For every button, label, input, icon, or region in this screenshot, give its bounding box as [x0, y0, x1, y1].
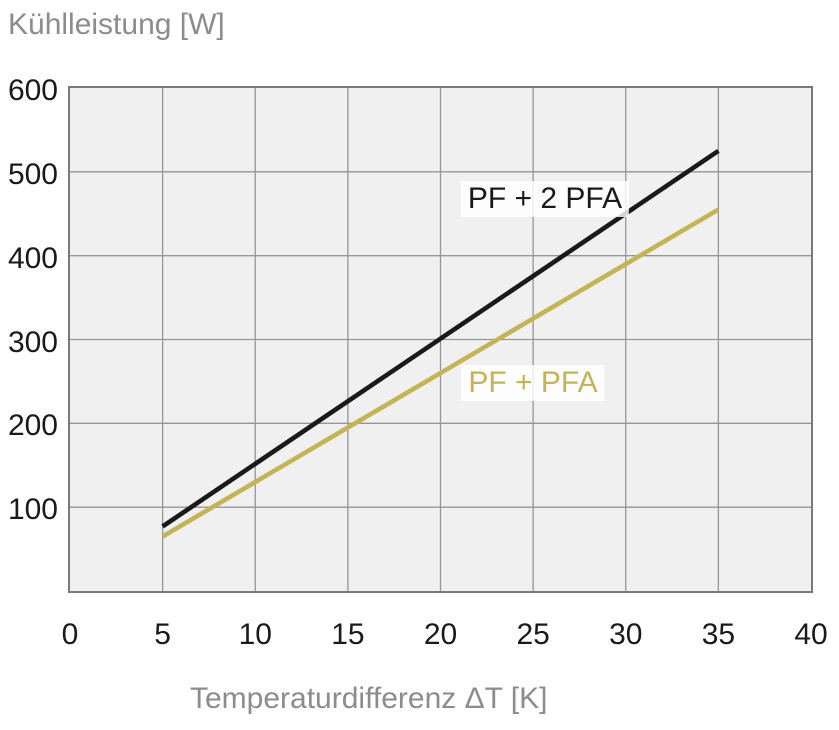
x-tick-label: 25 — [516, 618, 550, 651]
y-axis-title: Kühlleistung [W] — [8, 8, 225, 41]
y-tick-label: 100 — [7, 493, 58, 527]
x-tick-label: 20 — [423, 618, 458, 651]
x-tick-label: 15 — [331, 618, 365, 651]
series-line-1 — [161, 207, 720, 539]
y-tick-label: 500 — [7, 157, 58, 191]
y-tick-label: 300 — [7, 325, 58, 359]
series-label-pf-plus-2pfa: PF + 2 PFA — [460, 181, 630, 217]
x-tick-label: 10 — [238, 618, 272, 651]
series-label-pf-plus-pfa: PF + PFA — [461, 365, 605, 401]
y-tick-label: 400 — [7, 241, 58, 275]
x-tick-label: 5 — [154, 618, 171, 651]
x-tick-label: 35 — [701, 618, 736, 651]
x-tick-label: 40 — [794, 618, 828, 651]
plot-area: PF + 2 PFA PF + PFA — [68, 86, 813, 593]
x-tick-label: 0 — [61, 618, 79, 651]
y-tick-label: 600 — [7, 74, 58, 107]
x-axis-title: Temperaturdifferenz ΔT [K] — [190, 682, 548, 715]
plot-canvas — [70, 88, 811, 591]
x-tick-label: 30 — [609, 618, 643, 651]
y-tick-label: 200 — [7, 409, 58, 443]
